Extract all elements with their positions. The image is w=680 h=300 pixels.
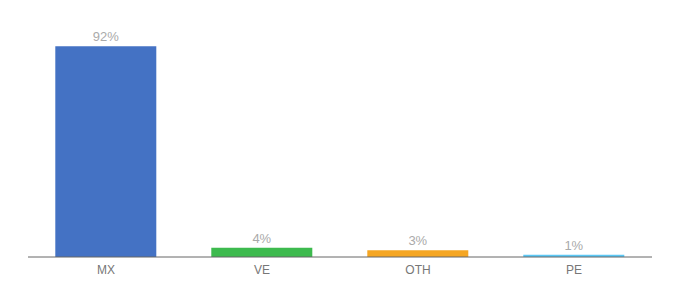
svg-text:92%: 92% bbox=[93, 29, 119, 44]
svg-text:PE: PE bbox=[566, 263, 582, 277]
svg-text:3%: 3% bbox=[408, 233, 427, 248]
svg-text:MX: MX bbox=[97, 263, 115, 277]
svg-text:4%: 4% bbox=[252, 231, 271, 246]
svg-text:1%: 1% bbox=[564, 238, 583, 253]
svg-text:OTH: OTH bbox=[405, 263, 430, 277]
svg-text:VE: VE bbox=[254, 263, 270, 277]
